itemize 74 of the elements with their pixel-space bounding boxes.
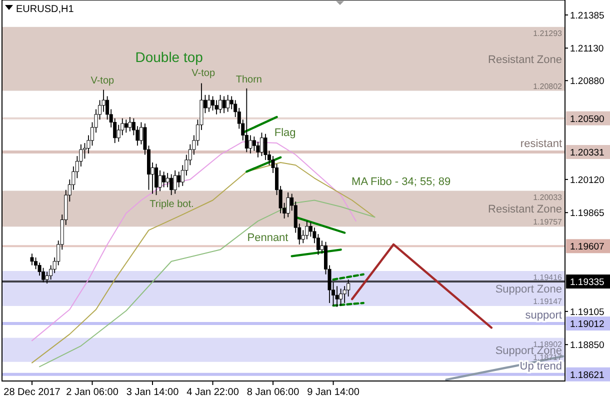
candlestick	[256, 141, 260, 158]
candlestick	[335, 286, 339, 308]
x-tick-label: 28 Dec 2017	[4, 387, 61, 398]
candlestick	[124, 119, 128, 134]
candlestick	[166, 172, 170, 188]
candlestick	[120, 118, 124, 136]
candlestick	[342, 286, 346, 304]
annotation: 1.18902	[533, 340, 563, 349]
annotation: 1.19607	[570, 242, 604, 253]
y-tick-label: 1.21130	[570, 44, 604, 55]
annotation: 1.20033	[533, 192, 563, 202]
candlestick	[286, 192, 290, 218]
annotation: MA Fibo - 34; 55; 89	[352, 176, 451, 188]
annotation: V-top	[192, 68, 216, 79]
ref-line-label: support	[525, 310, 562, 322]
candlestick	[230, 96, 234, 110]
annotation: Thorn	[236, 74, 262, 86]
candlestick	[170, 174, 174, 196]
candlestick	[222, 96, 226, 114]
candlestick	[38, 262, 42, 276]
chart-title: EURUSD,H1	[16, 4, 74, 15]
x-tick-label: 3 Jan 14:00	[126, 387, 180, 398]
y-tick-label: 1.19865	[570, 208, 604, 220]
candlestick	[244, 88, 248, 153]
annotation: 1.19416	[533, 272, 563, 282]
annotation: 1.19147	[533, 296, 563, 306]
x-tick-label: 8 Jan 06:00	[246, 387, 300, 398]
annotation: V-top	[90, 76, 115, 87]
annotation: 1.19335	[570, 277, 604, 288]
annotation: Triple bot.	[150, 199, 194, 210]
annotation: Flag	[274, 127, 296, 140]
candlestick	[301, 230, 305, 244]
y-tick-label: 1.20120	[570, 174, 604, 186]
candlestick	[214, 100, 218, 115]
x-tick-label: 4 Jan 22:00	[186, 387, 240, 398]
line-series	[39, 200, 376, 368]
y-tick-label: 1.21385	[570, 10, 604, 22]
candlestick	[207, 94, 211, 112]
candlestick	[116, 124, 120, 142]
candlestick	[339, 288, 343, 306]
candlestick	[177, 171, 181, 188]
annotation: 1.20331	[570, 148, 604, 159]
y-tick-label: 1.18850	[570, 340, 604, 352]
annotation: 1.19757	[533, 218, 563, 227]
annotation: 1.20590	[570, 114, 604, 125]
annotation: 1.18621	[570, 370, 604, 381]
annotation: 1.20802	[533, 82, 563, 91]
x-tick-label: 9 Jan 14:00	[307, 387, 360, 398]
y-tick-label: 1.19105	[570, 306, 604, 318]
candlestick	[252, 136, 256, 152]
candlestick	[226, 94, 230, 112]
annotation: 1.19012	[570, 319, 604, 330]
band-label: Support Zone	[495, 283, 562, 296]
candlestick	[158, 170, 162, 192]
candlestick	[305, 220, 309, 240]
candlestick	[136, 126, 140, 146]
annotation: 1.21293	[533, 28, 563, 38]
candlestick	[102, 89, 106, 112]
candlestick	[248, 134, 252, 154]
candlestick	[264, 133, 268, 160]
candlestick	[162, 171, 166, 188]
candlestick	[308, 222, 312, 238]
candlestick	[106, 96, 110, 120]
band-label: Resistant Zone	[488, 204, 562, 216]
candlestick	[30, 253, 34, 266]
annotation: Double top	[135, 49, 204, 65]
candlestick	[128, 116, 132, 132]
annotation: Pennant	[247, 232, 288, 244]
x-tick-label: 2 Jan 06:00	[66, 387, 119, 398]
candlestick	[173, 170, 177, 194]
y-tick-label: 1.20880	[570, 76, 604, 88]
band-label: Resistant Zone	[488, 54, 562, 66]
ref-line-label: resistant	[520, 138, 562, 150]
candlestick	[113, 118, 117, 144]
